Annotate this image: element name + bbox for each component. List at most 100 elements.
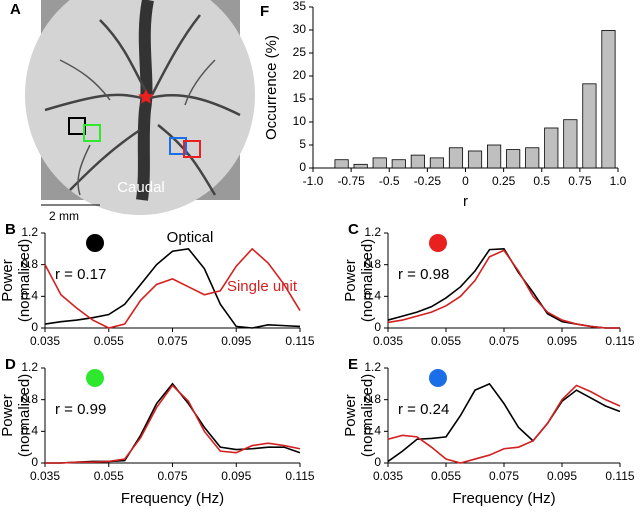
y-tick-label: 0.4 xyxy=(364,424,381,438)
panel-label: B xyxy=(5,221,16,238)
y-axis-label: Occurrence (%) xyxy=(263,35,280,140)
color-marker xyxy=(86,234,104,252)
y-axis-label: Power xyxy=(0,259,16,302)
x-tick-label: 0.035 xyxy=(30,469,60,483)
series-label: Optical xyxy=(167,229,214,246)
color-marker xyxy=(429,369,447,387)
bar xyxy=(391,159,406,169)
series-line xyxy=(387,384,621,464)
y-tick-label: 0.4 xyxy=(21,424,38,438)
y-tick-label: 30 xyxy=(293,22,307,36)
bar xyxy=(487,144,502,169)
y-axis-label: Power xyxy=(342,394,359,437)
y-tick-label: 0 xyxy=(31,320,38,334)
series-line xyxy=(45,382,301,464)
y-tick-label: 35 xyxy=(293,0,307,13)
x-tick-label: 0 xyxy=(462,174,469,188)
x-axis-label: Frequency (Hz) xyxy=(452,490,555,507)
y-axis-label: Power xyxy=(0,394,16,437)
x-tick-label: 0.115 xyxy=(285,469,314,483)
series-line xyxy=(45,384,301,464)
y-axis-label: Power xyxy=(342,259,359,302)
y-tick-label: 25 xyxy=(293,45,307,59)
x-tick-label: 0.75 xyxy=(568,174,592,188)
x-tick-label: -1.0 xyxy=(303,174,324,188)
x-tick-label: 0.095 xyxy=(221,334,251,348)
y-tick-label: 10 xyxy=(293,114,307,128)
bar xyxy=(582,83,597,169)
panel-label: E xyxy=(348,356,358,373)
x-tick-label: -0.75 xyxy=(337,174,365,188)
x-tick-label: 0.055 xyxy=(431,469,461,483)
panel-label: F xyxy=(260,3,269,20)
image-caption: Caudal xyxy=(117,179,165,196)
x-tick-label: 0.075 xyxy=(489,334,519,348)
bar xyxy=(601,30,616,169)
x-tick-label: 0.035 xyxy=(373,334,403,348)
bar xyxy=(448,147,464,169)
bar xyxy=(467,150,483,169)
y-tick-label: 0 xyxy=(31,455,38,469)
x-tick-label: 0.115 xyxy=(605,469,634,483)
y-tick-label: 1.2 xyxy=(21,225,38,239)
x-tick-label: -0.5 xyxy=(379,174,400,188)
y-tick-label: 20 xyxy=(293,68,307,82)
y-tick-label: 0.4 xyxy=(364,289,381,303)
series-line xyxy=(387,248,620,329)
bar xyxy=(353,163,368,169)
r-annotation: r = 0.17 xyxy=(55,266,106,283)
y-tick-label: 5 xyxy=(299,137,306,151)
x-tick-label: 0.25 xyxy=(492,174,516,188)
x-tick-label: 0.055 xyxy=(94,334,124,348)
y-tick-label: 0 xyxy=(374,320,381,334)
y-tick-label: 0.4 xyxy=(21,289,38,303)
x-tick-label: 0.035 xyxy=(30,334,60,348)
x-axis-label: Frequency (Hz) xyxy=(121,490,224,507)
y-tick-label: 0 xyxy=(374,455,381,469)
bar xyxy=(334,159,349,169)
x-tick-label: 0.075 xyxy=(489,469,519,483)
x-tick-label: 0.095 xyxy=(547,469,577,483)
brain-image xyxy=(25,0,255,215)
bar xyxy=(410,154,425,169)
y-tick-label: 0 xyxy=(299,160,306,174)
r-annotation: r = 0.99 xyxy=(55,401,106,418)
series-label: Single unit xyxy=(227,278,298,295)
bar xyxy=(544,127,559,169)
y-tick-label: 1.2 xyxy=(364,360,381,374)
y-axis-label: (normalized) xyxy=(16,239,33,322)
x-tick-label: 1.0 xyxy=(610,174,627,188)
x-tick-label: 0.5 xyxy=(533,174,550,188)
x-tick-label: 0.075 xyxy=(157,469,187,483)
series-line xyxy=(387,382,621,463)
x-tick-label: 0.035 xyxy=(373,469,403,483)
bar xyxy=(525,147,540,169)
x-tick-label: 0.115 xyxy=(285,334,314,348)
x-tick-label: 0.055 xyxy=(94,469,124,483)
panel-label: A xyxy=(10,1,21,18)
y-axis-label: (normalized) xyxy=(359,239,376,322)
x-tick-label: 0.115 xyxy=(605,334,634,348)
scale-bar-label: 2 mm xyxy=(49,209,79,223)
x-tick-label: 0.055 xyxy=(431,334,461,348)
r-annotation: r = 0.98 xyxy=(398,266,449,283)
bar xyxy=(506,149,521,169)
y-tick-label: 1.2 xyxy=(21,360,38,374)
panel-label: C xyxy=(348,221,359,238)
series-line xyxy=(44,247,301,329)
y-tick-label: 0.8 xyxy=(364,257,381,271)
x-tick-label: -0.25 xyxy=(414,174,442,188)
color-marker xyxy=(429,234,447,252)
y-tick-label: 15 xyxy=(293,91,307,105)
y-axis-label: (normalized) xyxy=(16,374,33,457)
r-annotation: r = 0.24 xyxy=(398,401,449,418)
y-tick-label: 1.2 xyxy=(364,225,381,239)
color-marker xyxy=(86,369,104,387)
series-line xyxy=(387,249,620,329)
y-tick-label: 0.8 xyxy=(364,392,381,406)
bar xyxy=(563,119,578,169)
x-axis-label: r xyxy=(463,193,468,210)
x-tick-label: 0.075 xyxy=(157,334,187,348)
bar xyxy=(429,157,444,169)
